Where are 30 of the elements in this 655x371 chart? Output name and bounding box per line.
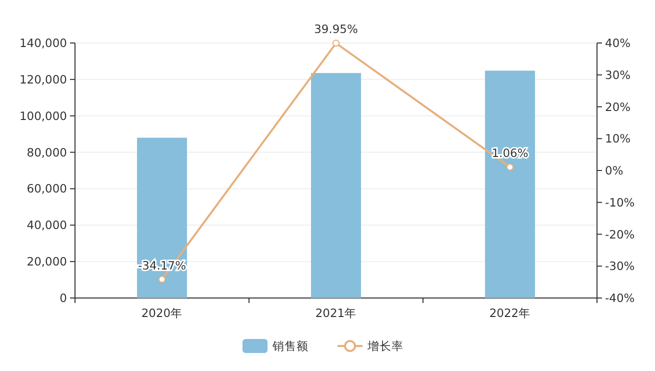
data-label: 39.95% <box>314 22 358 36</box>
legend-label: 销售额 <box>272 339 308 353</box>
point <box>158 276 166 283</box>
y2-tick-label: 30% <box>605 68 631 82</box>
y2-tick-label: 20% <box>605 100 631 114</box>
x-tick-label: 2021年 <box>315 306 357 320</box>
y-tick-label: 0 <box>60 291 67 305</box>
x-tick-label: 2022年 <box>489 306 531 320</box>
y-tick-label: 20,000 <box>26 254 67 269</box>
y2-tick-label: -10% <box>605 195 635 210</box>
point <box>332 40 340 47</box>
data-label: 1.06% <box>492 146 528 160</box>
bar <box>485 70 535 298</box>
x-tick-label: 2020年 <box>141 306 183 320</box>
y2-tick-label: -40% <box>605 291 635 305</box>
y2-tick-label: 40% <box>605 36 631 50</box>
y2-tick-label: -20% <box>605 227 635 242</box>
y-tick-label: 140,000 <box>19 36 67 50</box>
y-tick-label: 80,000 <box>26 145 67 160</box>
y-tick-label: 40,000 <box>26 218 67 232</box>
y2-tick-label: -30% <box>605 259 635 274</box>
y-tick-label: 120,000 <box>19 72 67 86</box>
point <box>506 164 514 171</box>
legend-label: 增长率 <box>366 339 404 353</box>
y-tick-label: 100,000 <box>19 108 67 123</box>
y2-tick-label: 0% <box>605 164 624 178</box>
bar <box>137 138 187 298</box>
y2-tick-label: 10% <box>605 132 631 146</box>
y-tick-label: 60,000 <box>26 182 67 196</box>
bar <box>311 73 361 298</box>
